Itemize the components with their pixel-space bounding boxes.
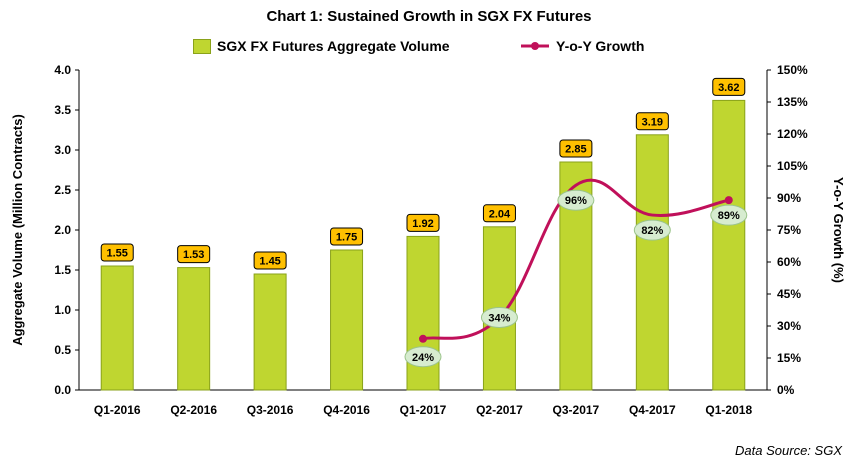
legend-item-growth: Y-o-Y Growth xyxy=(520,38,644,54)
y-tick-label-right: 60% xyxy=(777,255,801,269)
x-tick-label: Q2-2016 xyxy=(170,403,217,417)
bar-value-box xyxy=(253,251,287,270)
bar-value-box xyxy=(712,77,746,96)
y-axis-title-left: Aggregate Volume (Million Contracts) xyxy=(10,114,25,346)
x-tick-label: Q3-2016 xyxy=(247,403,294,417)
y-axis-title-right: Y-o-Y Growth (%) xyxy=(831,177,846,283)
growth-value-label: 82% xyxy=(641,225,663,237)
y-tick-label-left: 2.0 xyxy=(54,223,71,237)
growth-point xyxy=(724,196,733,205)
y-tick-label-right: 30% xyxy=(777,319,801,333)
y-tick-label-left: 0.0 xyxy=(54,383,71,397)
growth-point xyxy=(419,334,427,343)
growth-value-label: 96% xyxy=(565,195,587,207)
y-tick-label-right: 90% xyxy=(777,191,801,205)
bar-value-label: 1.75 xyxy=(336,232,357,244)
bar-value-label: 1.92 xyxy=(412,218,433,230)
bar xyxy=(330,249,364,391)
y-tick-label-right: 105% xyxy=(777,159,808,173)
y-tick-label-left: 4.0 xyxy=(54,63,71,77)
y-tick-label-left: 3.0 xyxy=(54,143,71,157)
x-tick-label: Q2-2017 xyxy=(476,403,523,417)
bar xyxy=(253,273,287,391)
growth-value-bubble xyxy=(557,189,595,211)
bar-value-label: 2.85 xyxy=(565,144,586,156)
legend-item-volume: SGX FX Futures Aggregate Volume xyxy=(193,38,450,54)
y-tick-label-left: 1.5 xyxy=(54,263,71,277)
bar xyxy=(712,99,746,391)
chart-legend: SGX FX Futures Aggregate Volume Y-o-Y Gr… xyxy=(0,38,858,58)
y-tick-label-left: 1.0 xyxy=(54,303,71,317)
growth-value-label: 24% xyxy=(412,352,434,364)
bar-value-box xyxy=(100,243,134,262)
growth-value-label: 34% xyxy=(488,312,510,324)
chart-title: Chart 1: Sustained Growth in SGX FX Futu… xyxy=(266,8,592,25)
bar xyxy=(177,267,211,391)
bar-value-box xyxy=(559,139,593,158)
bar-value-box xyxy=(635,112,669,131)
x-tick-label: Q1-2017 xyxy=(400,403,447,417)
legend-bar-swatch xyxy=(193,38,211,54)
bar-value-box xyxy=(482,204,516,223)
y-tick-label-right: 0% xyxy=(777,383,795,397)
y-tick-label-right: 150% xyxy=(777,63,808,77)
bar xyxy=(635,134,669,391)
bar-value-label: 3.19 xyxy=(642,116,663,128)
growth-value-bubble xyxy=(633,219,671,241)
x-tick-label: Q3-2017 xyxy=(553,403,600,417)
y-tick-label-left: 0.5 xyxy=(54,343,71,357)
bar-value-box xyxy=(406,213,440,232)
bar-value-label: 3.62 xyxy=(718,82,739,94)
data-source-note: Data Source: SGX xyxy=(735,443,842,458)
growth-value-label: 89% xyxy=(718,210,740,222)
bar-value-label: 1.45 xyxy=(259,256,280,268)
x-tick-label: Q1-2016 xyxy=(94,403,141,417)
growth-value-bubble xyxy=(404,346,442,368)
bar-value-label: 2.04 xyxy=(489,208,511,220)
bar xyxy=(100,265,134,391)
y-tick-label-right: 75% xyxy=(777,223,801,237)
bar-value-label: 1.53 xyxy=(183,249,204,261)
bar-value-label: 1.55 xyxy=(107,248,128,260)
y-tick-label-right: 15% xyxy=(777,351,801,365)
growth-line xyxy=(422,178,730,341)
x-tick-label: Q4-2017 xyxy=(629,403,676,417)
y-tick-label-right: 45% xyxy=(777,287,801,301)
y-tick-label-right: 135% xyxy=(777,95,808,109)
legend-label-volume: SGX FX Futures Aggregate Volume xyxy=(217,38,450,54)
y-tick-label-right: 120% xyxy=(777,127,808,141)
legend-label-growth: Y-o-Y Growth xyxy=(556,38,645,54)
bar-value-box xyxy=(177,245,211,264)
growth-value-bubble xyxy=(480,306,518,328)
y-tick-label-left: 3.5 xyxy=(54,103,71,117)
bar-value-box xyxy=(330,227,364,246)
growth-value-bubble xyxy=(710,204,748,226)
legend-line-swatch xyxy=(521,42,549,50)
x-tick-label: Q4-2016 xyxy=(323,403,370,417)
x-tick-label: Q1-2018 xyxy=(705,403,752,417)
y-tick-label-left: 2.5 xyxy=(54,183,71,197)
